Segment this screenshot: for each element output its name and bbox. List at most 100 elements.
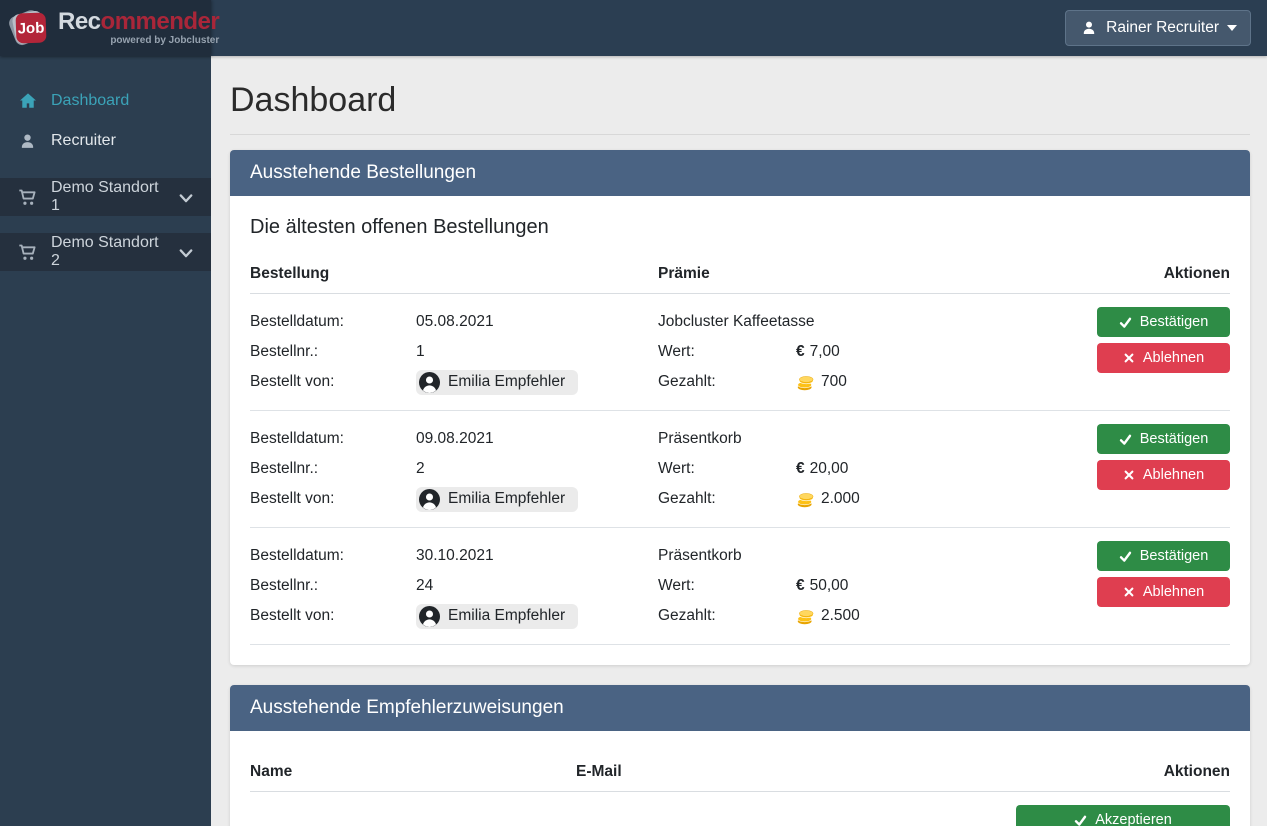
reward-value-label: Wert: (658, 460, 695, 477)
orders-subtitle: Die ältesten offenen Bestellungen (250, 216, 549, 238)
pending-orders-card: Ausstehende Bestellungen Die ältesten of… (230, 150, 1250, 665)
reward-name: Präsentkorb (658, 430, 742, 447)
top-navbar: Job Recommender powered by Jobcluster Ra… (0, 0, 1267, 56)
user-menu-button[interactable]: Rainer Recruiter (1065, 10, 1251, 46)
column-header-email: E-Mail (576, 763, 622, 780)
order-date-label: Bestelldatum: (250, 547, 344, 564)
reward-paid-label: Gezahlt: (658, 490, 716, 507)
app-logo[interactable]: Job Recommender powered by Jobcluster (0, 0, 220, 56)
sidebar-item-dashboard[interactable]: Dashboard (0, 81, 211, 121)
order-number-value: 2 (416, 460, 425, 477)
decline-button[interactable]: Ablehnen (1097, 577, 1230, 607)
person-circle-icon (419, 371, 440, 393)
reward-paid-label: Gezahlt: (658, 607, 716, 624)
decline-button[interactable]: Ablehnen (1097, 460, 1230, 490)
reward-value-label: Wert: (658, 343, 695, 360)
order-by-label: Bestellt von: (250, 373, 335, 390)
person-circle-icon (419, 488, 440, 510)
accept-button[interactable]: Akzeptieren (1016, 805, 1230, 826)
referrer-badge-label: Emilia Empfehler (448, 490, 566, 507)
order-by-label: Bestellt von: (250, 490, 335, 507)
cart-icon (18, 244, 37, 261)
referrer-badge[interactable]: Emilia Empfehler (416, 603, 579, 629)
page-title: Dashboard (230, 81, 1250, 135)
sidebar-location-1-toggle[interactable]: Demo Standort 1 (0, 178, 211, 216)
logo-badge-icon: Job (7, 8, 50, 48)
reward-value: 50,00 (809, 577, 849, 594)
pending-orders-card-title: Ausstehende Bestellungen (230, 150, 1250, 196)
reward-paid-value: 2.000 (821, 490, 860, 507)
chevron-down-icon (178, 194, 193, 203)
referrers-table-header: Name E-Mail Aktionen (250, 749, 1230, 792)
sidebar-location-2-toggle[interactable]: Demo Standort 2 (0, 233, 211, 271)
order-date-value: 09.08.2021 (416, 430, 494, 447)
pending-referrers-card: Ausstehende Empfehlerzuweisungen Name E-… (230, 685, 1250, 826)
referrer-row: Herr Ulle Saathoff ulle.saathoff@jobcl.d… (250, 792, 1230, 826)
cart-icon (18, 189, 37, 206)
order-row: Bestelldatum: 09.08.2021 Bestellnr.: 2 B… (250, 411, 1230, 528)
order-number-label: Bestellnr.: (250, 343, 319, 360)
column-header-actions: Aktionen (1163, 265, 1230, 282)
referrer-badge-label: Emilia Empfehler (448, 373, 566, 390)
check-icon (1075, 815, 1087, 826)
reward-paid-value: 700 (821, 373, 847, 390)
order-date-value: 05.08.2021 (416, 313, 494, 330)
orders-table-header: Bestellung Prämie Aktionen (250, 259, 1230, 294)
referrer-badge[interactable]: Emilia Empfehler (416, 369, 579, 395)
logo-wordmark: Recommender (58, 8, 220, 35)
check-icon (1119, 317, 1131, 328)
coins-icon (797, 609, 814, 624)
confirm-button[interactable]: Bestätigen (1097, 541, 1230, 571)
coins-icon (797, 492, 814, 507)
order-row: Bestelldatum: 30.10.2021 Bestellnr.: 24 … (250, 528, 1230, 645)
home-icon (18, 92, 37, 110)
column-header-reward: Prämie (658, 265, 710, 282)
person-icon (1079, 20, 1098, 36)
reward-paid-label: Gezahlt: (658, 373, 716, 390)
column-header-order: Bestellung (250, 265, 330, 282)
reward-name: Jobcluster Kaffeetasse (658, 313, 815, 330)
x-icon (1124, 587, 1134, 597)
order-by-label: Bestellt von: (250, 607, 335, 624)
logo-tagline: powered by Jobcluster (110, 35, 220, 46)
reward-paid-value: 2.500 (821, 607, 860, 624)
coins-icon (797, 375, 814, 390)
euro-icon: € (796, 577, 805, 594)
order-date-value: 30.10.2021 (416, 547, 494, 564)
referrer-badge[interactable]: Emilia Empfehler (416, 486, 579, 512)
reward-name: Präsentkorb (658, 547, 742, 564)
reward-value: 20,00 (809, 460, 849, 477)
sidebar: Dashboard Recruiter Demo Standort 1 Demo… (0, 56, 211, 826)
decline-button[interactable]: Ablehnen (1097, 343, 1230, 373)
sidebar-item-label: Recruiter (51, 132, 116, 149)
check-icon (1119, 551, 1131, 562)
x-icon (1124, 470, 1134, 480)
order-date-label: Bestelldatum: (250, 313, 344, 330)
reward-value: 7,00 (809, 343, 840, 360)
x-icon (1124, 353, 1134, 363)
main-content: Dashboard Ausstehende Bestellungen Die ä… (211, 56, 1267, 826)
column-header-name: Name (250, 763, 293, 780)
order-row: Bestelldatum: 05.08.2021 Bestellnr.: 1 B… (250, 294, 1230, 411)
order-date-label: Bestelldatum: (250, 430, 344, 447)
sidebar-item-recruiter[interactable]: Recruiter (0, 121, 211, 161)
order-number-value: 24 (416, 577, 434, 594)
column-header-actions: Aktionen (1163, 763, 1230, 780)
sidebar-location-label: Demo Standort 1 (51, 179, 159, 214)
person-icon (18, 133, 37, 150)
logo-badge-text: Job (15, 12, 47, 44)
sidebar-item-label: Dashboard (51, 92, 130, 109)
referrer-badge-label: Emilia Empfehler (448, 607, 566, 624)
chevron-down-icon (178, 249, 193, 258)
pending-referrers-card-title: Ausstehende Empfehlerzuweisungen (230, 685, 1250, 731)
order-number-label: Bestellnr.: (250, 460, 319, 477)
check-icon (1119, 434, 1131, 445)
reward-value-label: Wert: (658, 577, 695, 594)
user-menu-label: Rainer Recruiter (1106, 19, 1219, 36)
euro-icon: € (796, 460, 805, 477)
order-number-value: 1 (416, 343, 425, 360)
order-number-label: Bestellnr.: (250, 577, 319, 594)
caret-down-icon (1227, 25, 1237, 31)
confirm-button[interactable]: Bestätigen (1097, 424, 1230, 454)
confirm-button[interactable]: Bestätigen (1097, 307, 1230, 337)
